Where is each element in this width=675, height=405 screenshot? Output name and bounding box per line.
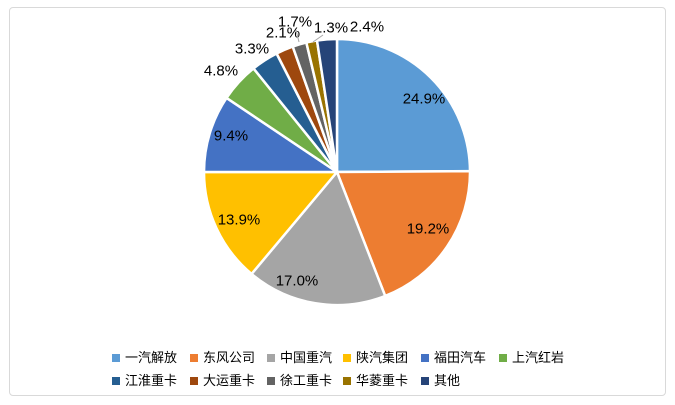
legend-label: 中国重汽: [280, 350, 333, 365]
pie-slice-3: [202, 170, 339, 276]
legend-swatch-icon: [190, 376, 198, 385]
legend-swatch-icon: [499, 353, 507, 362]
legend-label: 徐工重卡: [280, 373, 333, 388]
slice-label-1: 19.2%: [407, 221, 450, 238]
legend-item-10: 其他: [421, 373, 460, 388]
pie-slice-1: [335, 169, 472, 298]
legend-item-6: 江淮重卡: [112, 373, 177, 388]
slice-label-10: 2.4%: [350, 19, 384, 36]
legend-swatch-icon: [421, 376, 429, 385]
slice-label-3: 13.9%: [218, 212, 261, 229]
legend-swatch-icon: [421, 353, 429, 362]
pie-slice-10: [315, 37, 339, 174]
legend-label: 江淮重卡: [125, 373, 178, 388]
slice-label-0: 24.9%: [403, 91, 446, 108]
legend-label: 一汽解放: [125, 350, 178, 365]
slice-label-5: 4.8%: [204, 63, 238, 80]
legend-label: 上汽红岩: [512, 350, 565, 365]
slice-label-2: 17.0%: [276, 273, 319, 290]
leader-line-8: [295, 29, 300, 43]
legend-item-0: 一汽解放: [112, 350, 177, 365]
pie-slice-0: [335, 37, 472, 174]
pie-slice-2: [250, 170, 387, 307]
legend-label: 大运重卡: [203, 373, 256, 388]
legend-item-5: 上汽红岩: [499, 350, 564, 365]
legend-item-7: 大运重卡: [190, 373, 255, 388]
slice-label-7: 2.1%: [266, 25, 300, 42]
leader-line-9: [312, 34, 324, 43]
slice-label-6: 3.3%: [235, 41, 269, 58]
legend-label: 陕汽集团: [356, 350, 409, 365]
legend-swatch-icon: [190, 353, 198, 362]
pie-slice-4: [202, 96, 339, 174]
slice-label-9: 1.3%: [314, 20, 348, 37]
legend-swatch-icon: [343, 376, 351, 385]
legend-swatch-icon: [343, 353, 351, 362]
legend-swatch-icon: [267, 376, 275, 385]
legend-swatch-icon: [112, 376, 120, 385]
legend-item-2: 中国重汽: [267, 350, 332, 365]
legend-label: 福田汽车: [434, 350, 487, 365]
legend-label: 华菱重卡: [356, 373, 409, 388]
legend-item-4: 福田汽车: [421, 350, 486, 365]
legend-item-9: 华菱重卡: [343, 373, 408, 388]
legend-item-1: 东风公司: [190, 350, 255, 365]
slice-label-8: 1.7%: [278, 14, 312, 31]
legend-label: 其他: [434, 373, 461, 388]
slice-label-4: 9.4%: [214, 128, 248, 145]
legend-label: 东风公司: [203, 350, 256, 365]
legend-item-8: 徐工重卡: [267, 373, 332, 388]
legend-swatch-icon: [267, 353, 275, 362]
legend-item-3: 陕汽集团: [343, 350, 408, 365]
legend-swatch-icon: [112, 353, 120, 362]
